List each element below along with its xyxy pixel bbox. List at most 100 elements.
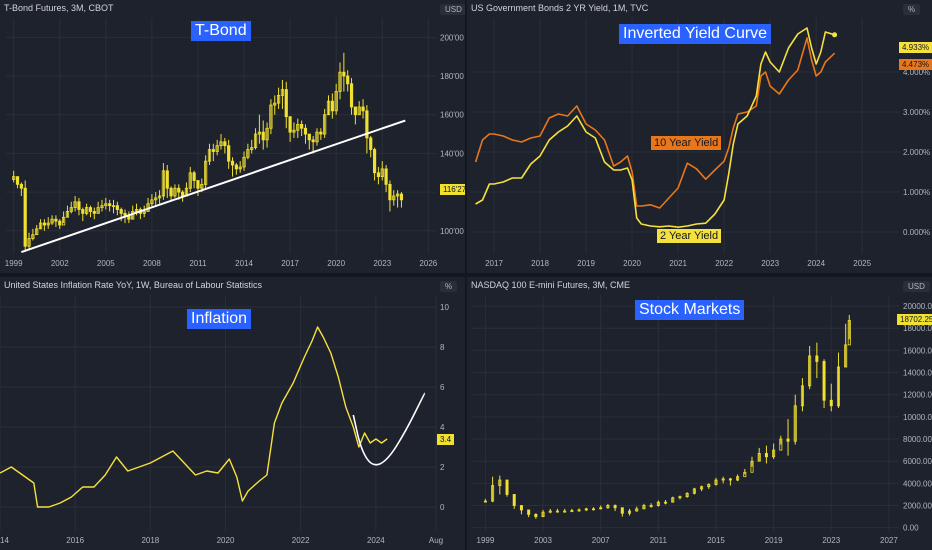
candle-body bbox=[280, 89, 285, 96]
candle-body bbox=[388, 183, 392, 201]
candle-body bbox=[613, 505, 617, 509]
y-tick-label: 10 bbox=[440, 303, 449, 312]
candle-body bbox=[519, 505, 523, 511]
nasdaq-title: NASDAQ 100 E-mini Futures, 3M, CME bbox=[471, 280, 631, 290]
candle-body bbox=[714, 479, 718, 485]
candle-body bbox=[527, 509, 531, 515]
y-tick-label: 0.000% bbox=[903, 228, 930, 237]
candle-body bbox=[685, 492, 689, 498]
x-tick-label: 2016 bbox=[66, 536, 84, 545]
yield-banner: Inverted Yield Curve bbox=[619, 24, 772, 44]
x-tick-label: 2019 bbox=[577, 259, 595, 268]
nasdaq-unit-badge[interactable]: USD bbox=[903, 281, 930, 292]
y-tick-label: 180'00 bbox=[440, 72, 464, 81]
candle-body bbox=[181, 191, 185, 197]
nasdaq-chart: 0.00 2000.00 4000.00 6000.00 8000.00 10000.00… bbox=[471, 295, 932, 545]
tbond-unit-badge[interactable]: USD bbox=[440, 4, 465, 15]
candle-body bbox=[372, 149, 377, 174]
candle-body bbox=[69, 207, 73, 212]
candle-body bbox=[246, 149, 250, 158]
candle-body bbox=[100, 205, 104, 208]
candle-body bbox=[92, 211, 96, 214]
candle-body bbox=[847, 320, 851, 346]
candle-body bbox=[512, 494, 516, 506]
candle-body bbox=[311, 139, 315, 143]
candle-body bbox=[365, 110, 369, 139]
candle-body bbox=[204, 160, 208, 185]
candle-body bbox=[177, 187, 181, 193]
candle-body bbox=[326, 100, 331, 116]
inflation-bottom-curve bbox=[352, 392, 426, 466]
x-tick-label: 2021 bbox=[669, 259, 687, 268]
candle-body bbox=[793, 405, 797, 442]
inflation-unit-badge[interactable]: % bbox=[440, 281, 458, 292]
nasdaq-banner: Stock Markets bbox=[635, 300, 745, 320]
candle-body bbox=[242, 156, 246, 168]
candle-body bbox=[173, 187, 177, 197]
candle-body bbox=[215, 145, 219, 152]
inflation-panel: 0 2 4 6 8 10 2014 2016 2018 2020 2022 2024 Aug Unite… bbox=[0, 277, 465, 550]
candle-body bbox=[764, 453, 768, 458]
candle-body bbox=[227, 145, 231, 162]
y-tick-label: 8 bbox=[440, 343, 445, 352]
candle-body bbox=[635, 508, 639, 512]
candle-body bbox=[142, 211, 146, 214]
candle-body bbox=[736, 476, 740, 481]
y-tick-label: 8000.00 bbox=[903, 435, 932, 444]
tbond-title: T-Bond Futures, 3M, CBOT bbox=[4, 3, 114, 13]
y-tick-label: 4.000% bbox=[903, 68, 930, 77]
candle-body bbox=[165, 170, 169, 189]
inflation-rate-line bbox=[0, 326, 388, 508]
candle-body bbox=[50, 218, 54, 224]
candle-body bbox=[656, 501, 660, 506]
candle-body bbox=[257, 131, 261, 135]
y-tick-label: 16000.00 bbox=[903, 346, 932, 355]
tbond-banner: T-Bond bbox=[191, 21, 251, 41]
candle-body bbox=[319, 131, 323, 135]
x-tick-label: 2007 bbox=[592, 536, 610, 545]
y-tick-label: 12000.00 bbox=[903, 391, 932, 400]
y-tick-label: 4 bbox=[440, 423, 445, 432]
candle-body bbox=[606, 505, 610, 509]
label-10-year-yield: 10 Year Yield bbox=[651, 136, 722, 150]
x-tick-label: 2017 bbox=[485, 259, 503, 268]
ten-year-yield-line bbox=[474, 37, 836, 209]
candle-body bbox=[61, 216, 66, 226]
candle-body bbox=[108, 203, 112, 207]
two-year-yield-line bbox=[475, 27, 835, 228]
candle-body bbox=[707, 484, 711, 488]
candle-body bbox=[292, 129, 296, 133]
yield-unit-badge[interactable]: % bbox=[903, 4, 921, 15]
candle-body bbox=[207, 149, 212, 162]
candle-body bbox=[836, 366, 840, 407]
candle-body bbox=[288, 116, 292, 133]
candle-body bbox=[54, 218, 58, 222]
candle-body bbox=[483, 500, 487, 503]
tbond-panel: 100'00120'00140'00160'00180'00200'001999… bbox=[0, 0, 465, 273]
x-tick-label: 2022 bbox=[715, 259, 733, 268]
candle-body bbox=[678, 496, 682, 499]
candle-body bbox=[73, 201, 77, 208]
x-tick-label: 2023 bbox=[373, 259, 391, 268]
candle-body bbox=[369, 137, 373, 150]
candle-body bbox=[396, 193, 400, 197]
y-tick-label: 140'00 bbox=[440, 149, 464, 158]
candle-body bbox=[750, 460, 754, 473]
x-tick-label: 2017 bbox=[281, 259, 299, 268]
candle-body bbox=[844, 344, 848, 368]
x-tick-label: 2026 bbox=[419, 259, 437, 268]
candle-body bbox=[42, 222, 46, 226]
yield-panel: 0.000% 1.000% 2.000% 3.000% 4.000% 2017 2018 20… bbox=[467, 0, 932, 273]
candle-body bbox=[273, 102, 277, 106]
candle-body bbox=[31, 234, 35, 239]
candle-body bbox=[380, 168, 384, 178]
candle-body bbox=[563, 510, 567, 513]
candle-body bbox=[786, 438, 790, 442]
candle-body bbox=[822, 361, 826, 401]
candle-body bbox=[505, 479, 509, 495]
two-year-yield-endpoint bbox=[832, 32, 838, 38]
candle-body bbox=[628, 510, 632, 514]
y-tick-label: 6 bbox=[440, 383, 445, 392]
candle-body bbox=[269, 104, 273, 129]
candle-body bbox=[123, 212, 127, 216]
